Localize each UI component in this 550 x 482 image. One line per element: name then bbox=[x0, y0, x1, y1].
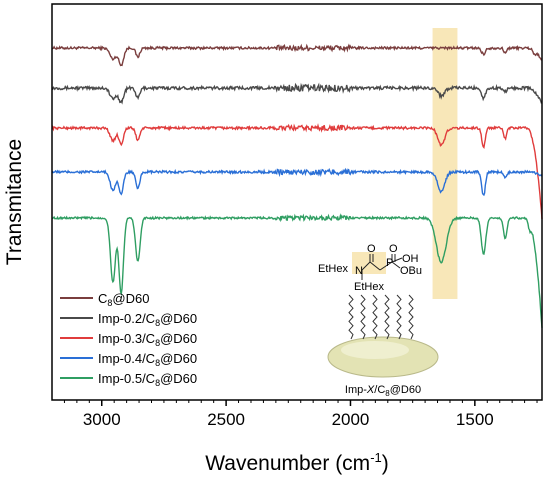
series-line-4 bbox=[51, 167, 543, 197]
molecule-inset: EtHex N O O P OH OBu EtHex Imp-X/C8@D60 bbox=[318, 243, 439, 398]
x-axis-title: Wavenumber (cm-1) bbox=[205, 450, 389, 475]
x-tick-label-2000: 2000 bbox=[332, 410, 370, 429]
alkyl-chains bbox=[348, 294, 414, 340]
inset-ethex-left: EtHex bbox=[318, 263, 348, 275]
inset-amide-o: O bbox=[367, 243, 376, 255]
x-tick-label-3000: 3000 bbox=[83, 410, 121, 429]
inset-p-o: O bbox=[389, 243, 398, 255]
series-line-3 bbox=[51, 123, 543, 219]
alkyl-chain-3 bbox=[372, 294, 378, 340]
x-ticks: 3000 2500 2000 1500 bbox=[63, 400, 538, 429]
series-line-2 bbox=[51, 82, 543, 105]
y-axis-title: Transmitance bbox=[3, 139, 26, 265]
inset-caption-b: /C bbox=[374, 384, 385, 396]
legend-label-2: Imp-0.2/C8@D60 bbox=[98, 311, 197, 328]
x-axis-title-main: Wavenumber (cm bbox=[205, 452, 370, 475]
inset-p: P bbox=[386, 257, 393, 269]
alkyl-chain-2 bbox=[360, 294, 366, 340]
inset-caption-a: Imp- bbox=[345, 384, 367, 396]
inset-caption: Imp-X/C8@D60 bbox=[345, 384, 421, 398]
alkyl-chain-5 bbox=[396, 294, 402, 340]
series-line-1 bbox=[51, 43, 543, 67]
series-layer bbox=[51, 43, 543, 328]
legend-label-3: Imp-0.3/C8@D60 bbox=[98, 331, 197, 348]
legend-label-5: Imp-0.5/C8@D60 bbox=[98, 371, 197, 388]
legend-label-1: C8@D60 bbox=[98, 291, 149, 308]
x-axis-title-sup: -1 bbox=[370, 450, 382, 465]
inset-caption-c: @D60 bbox=[390, 384, 421, 396]
alkyl-chain-1 bbox=[348, 294, 354, 340]
series-line-5 bbox=[51, 213, 543, 328]
x-tick-label-1500: 1500 bbox=[456, 410, 494, 429]
molecule-bonds bbox=[361, 254, 403, 280]
particle-highlight bbox=[341, 341, 409, 359]
alkyl-chain-6 bbox=[408, 294, 414, 340]
x-axis-title-end: ) bbox=[382, 452, 389, 475]
alkyl-chain-4 bbox=[384, 294, 390, 340]
inset-n: N bbox=[355, 265, 363, 277]
plot-frame bbox=[51, 3, 543, 401]
legend: C8@D60 Imp-0.2/C8@D60 Imp-0.3/C8@D60 Imp-0.… bbox=[60, 291, 197, 388]
inset-obu: OBu bbox=[400, 265, 422, 277]
plot-background bbox=[52, 4, 542, 400]
highlight-band bbox=[432, 28, 458, 299]
inset-caption-x: X bbox=[366, 384, 375, 396]
x-tick-label-2500: 2500 bbox=[207, 410, 245, 429]
inset-ethex-bottom: EtHex bbox=[354, 281, 384, 293]
inset-caption-sub: 8 bbox=[385, 389, 390, 398]
inset-oh: OH bbox=[402, 253, 419, 265]
legend-label-4: Imp-0.4/C8@D60 bbox=[98, 351, 197, 368]
